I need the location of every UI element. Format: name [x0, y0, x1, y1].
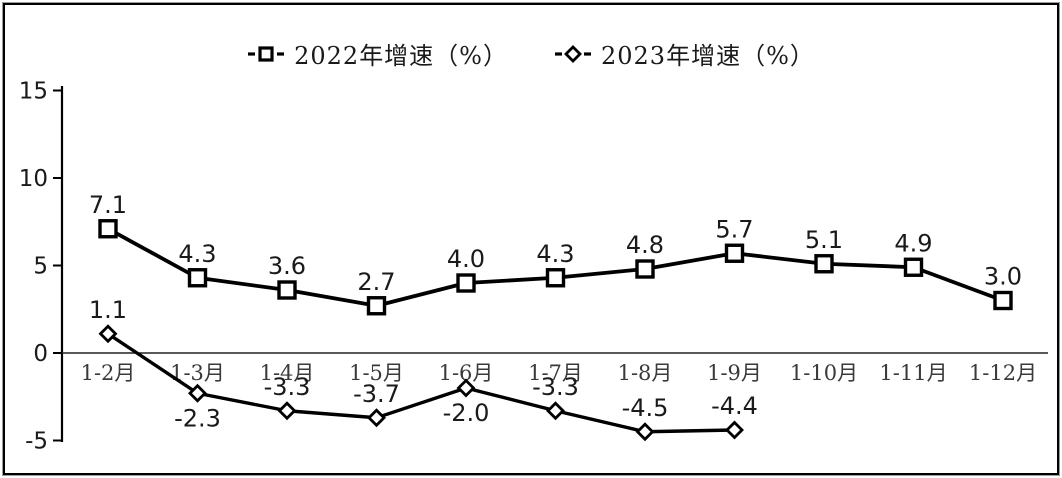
data-value-label: 3.0: [984, 263, 1022, 291]
data-value-label: 5.7: [715, 215, 753, 243]
data-point-marker-diamond: [546, 401, 565, 421]
data-point-marker-square: [456, 273, 476, 293]
legend-label-2023: 2023年增速（%）: [601, 42, 815, 70]
y-tick-label: 10: [19, 166, 48, 192]
data-point-marker-square: [993, 290, 1013, 311]
data-value-label: 3.6: [268, 252, 306, 280]
data-point-marker-square: [545, 268, 566, 288]
data-value-label: -2.3: [174, 404, 221, 432]
data-value-label: -4.4: [711, 392, 758, 420]
y-tick-label: 5: [33, 254, 48, 280]
data-point-marker-square: [366, 296, 387, 316]
data-value-label: -2.0: [443, 399, 490, 427]
data-value-label: -3.7: [353, 380, 400, 408]
data-point-marker-diamond: [456, 378, 476, 398]
data-value-label: 4.3: [536, 240, 574, 268]
data-point-marker-square: [98, 219, 118, 239]
data-point-marker-diamond: [367, 408, 386, 428]
data-value-label: 7.1: [89, 191, 127, 219]
x-tick-label: 1-2月: [81, 361, 136, 385]
data-value-label: -3.3: [532, 373, 579, 401]
data-value-label: 4.9: [894, 229, 932, 257]
data-point-marker-square: [814, 254, 834, 274]
data-value-label: 1.1: [89, 296, 127, 324]
legend: 2022年增速（%） 2023年增速（%）: [0, 36, 1062, 71]
data-point-marker-square: [187, 268, 208, 288]
data-point-marker-square: [635, 259, 655, 279]
y-axis: 15 10 5 0 -5: [19, 79, 64, 455]
x-tick-label: 1-10月: [790, 361, 858, 385]
data-point-marker-square: [903, 257, 924, 277]
chart-border: [3, 3, 1059, 475]
data-point-marker-diamond: [635, 422, 655, 442]
x-axis-labels: 1-2月 1-3月 1-4月 1-5月 1-6月 1-7月 1-8月 1-9月 1-10月 1-1…: [81, 361, 1038, 385]
square-marker-icon: [248, 45, 285, 62]
legend-label-2022: 2022年增速（%）: [294, 42, 508, 70]
x-tick-label: 1-12月: [969, 361, 1037, 385]
data-value-label: 5.1: [805, 226, 843, 254]
data-value-label: -4.5: [622, 394, 669, 422]
data-value-label: 4.3: [178, 240, 216, 268]
data-value-label: 2.7: [357, 268, 395, 296]
data-value-label: 4.0: [447, 245, 485, 273]
y-tick-label: 15: [19, 79, 48, 105]
x-tick-label: 1-9月: [707, 361, 762, 385]
data-point-marker-diamond: [98, 324, 118, 344]
data-value-label: -3.3: [264, 373, 311, 401]
series-2023: 1.1 -2.3 -3.3 -3.7 -2.0 -3.3 -4.5 -4.4: [89, 296, 758, 442]
series-line: [106, 332, 737, 434]
data-point-marker-square: [277, 280, 297, 300]
data-point-marker-diamond: [188, 383, 207, 403]
series-2022: 7.1 4.3 3.6 2.7 4.0 4.3 4.8 5.7 5.1 4.9 3.0: [89, 191, 1022, 316]
data-point-marker-diamond: [725, 420, 744, 440]
x-tick-label: 1-5月: [349, 361, 404, 385]
y-tick-label: 0: [33, 341, 48, 367]
y-tick-label: -5: [25, 429, 48, 455]
legend-item-2022: 2022年增速（%）: [247, 36, 508, 71]
legend-item-2023: 2023年增速（%）: [554, 36, 815, 71]
data-point-marker-square: [724, 243, 745, 263]
data-point-marker-diamond: [277, 401, 297, 421]
x-tick-label: 1-7月: [528, 361, 583, 385]
data-value-label: 4.8: [626, 231, 664, 259]
x-tick-label: 1-8月: [618, 361, 673, 385]
x-tick-label: 1-4月: [260, 361, 315, 385]
x-tick-label: 1-11月: [879, 361, 947, 385]
diamond-marker-icon: [555, 44, 591, 63]
